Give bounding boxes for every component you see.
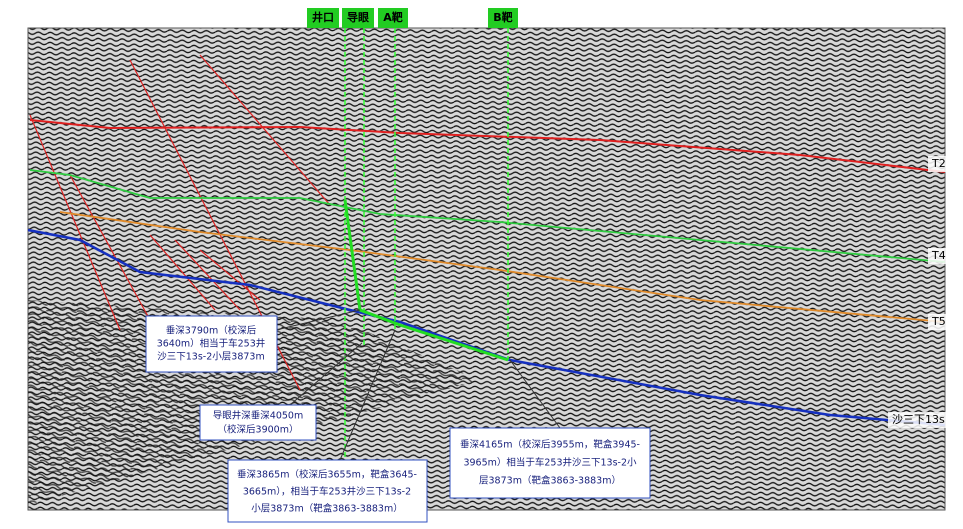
well-label: 井口 bbox=[312, 10, 334, 24]
horizon-label-bg bbox=[888, 156, 950, 428]
callout-pointers bbox=[275, 309, 561, 461]
dipping-reflectors bbox=[28, 300, 480, 505]
horizon-label: T4 bbox=[931, 249, 946, 262]
horizon-label: T2 bbox=[931, 157, 946, 170]
faults bbox=[29, 54, 331, 391]
horizon-t5 bbox=[59, 211, 946, 323]
horizon-t4 bbox=[29, 169, 946, 263]
horizon-label: T5 bbox=[931, 315, 946, 328]
callout-text: 垂深4165m（校深后3955m，靶盒3945- bbox=[460, 439, 640, 451]
well-label: B靶 bbox=[493, 10, 512, 24]
horizon-t2 bbox=[29, 119, 946, 173]
callout-text: 小层3873m（靶盒3863-3883m） bbox=[251, 503, 402, 515]
well-lines bbox=[344, 28, 509, 460]
callout-text: 垂深3790m（校深后 bbox=[166, 325, 257, 337]
callout-text: 导眼井深垂深4050m bbox=[213, 410, 303, 422]
callout-text: 3640m）相当于车253井 bbox=[157, 338, 266, 350]
well-trajectory bbox=[343, 199, 509, 362]
callout-text: （校深后3900m） bbox=[218, 424, 299, 436]
well-label: A靶 bbox=[383, 10, 403, 24]
well-label: 导眼 bbox=[347, 11, 369, 24]
callout-text: 沙三下13s-2小层3873m bbox=[157, 352, 264, 363]
callout-text: 垂深3865m（校深后3655m，靶盒3645- bbox=[237, 469, 417, 481]
well-label-boxes bbox=[307, 8, 518, 28]
callout-boxes bbox=[145, 315, 651, 523]
horizon-label: 沙三下13s bbox=[892, 413, 945, 426]
callout-text: 3965m）相当于车253井沙三下13s-2小 bbox=[463, 457, 637, 469]
callout-text: 层3873m（靶盒3863-3883m） bbox=[479, 475, 621, 487]
callout-text: 3665m），相当于车253井沙三下13s-2 bbox=[243, 486, 411, 498]
